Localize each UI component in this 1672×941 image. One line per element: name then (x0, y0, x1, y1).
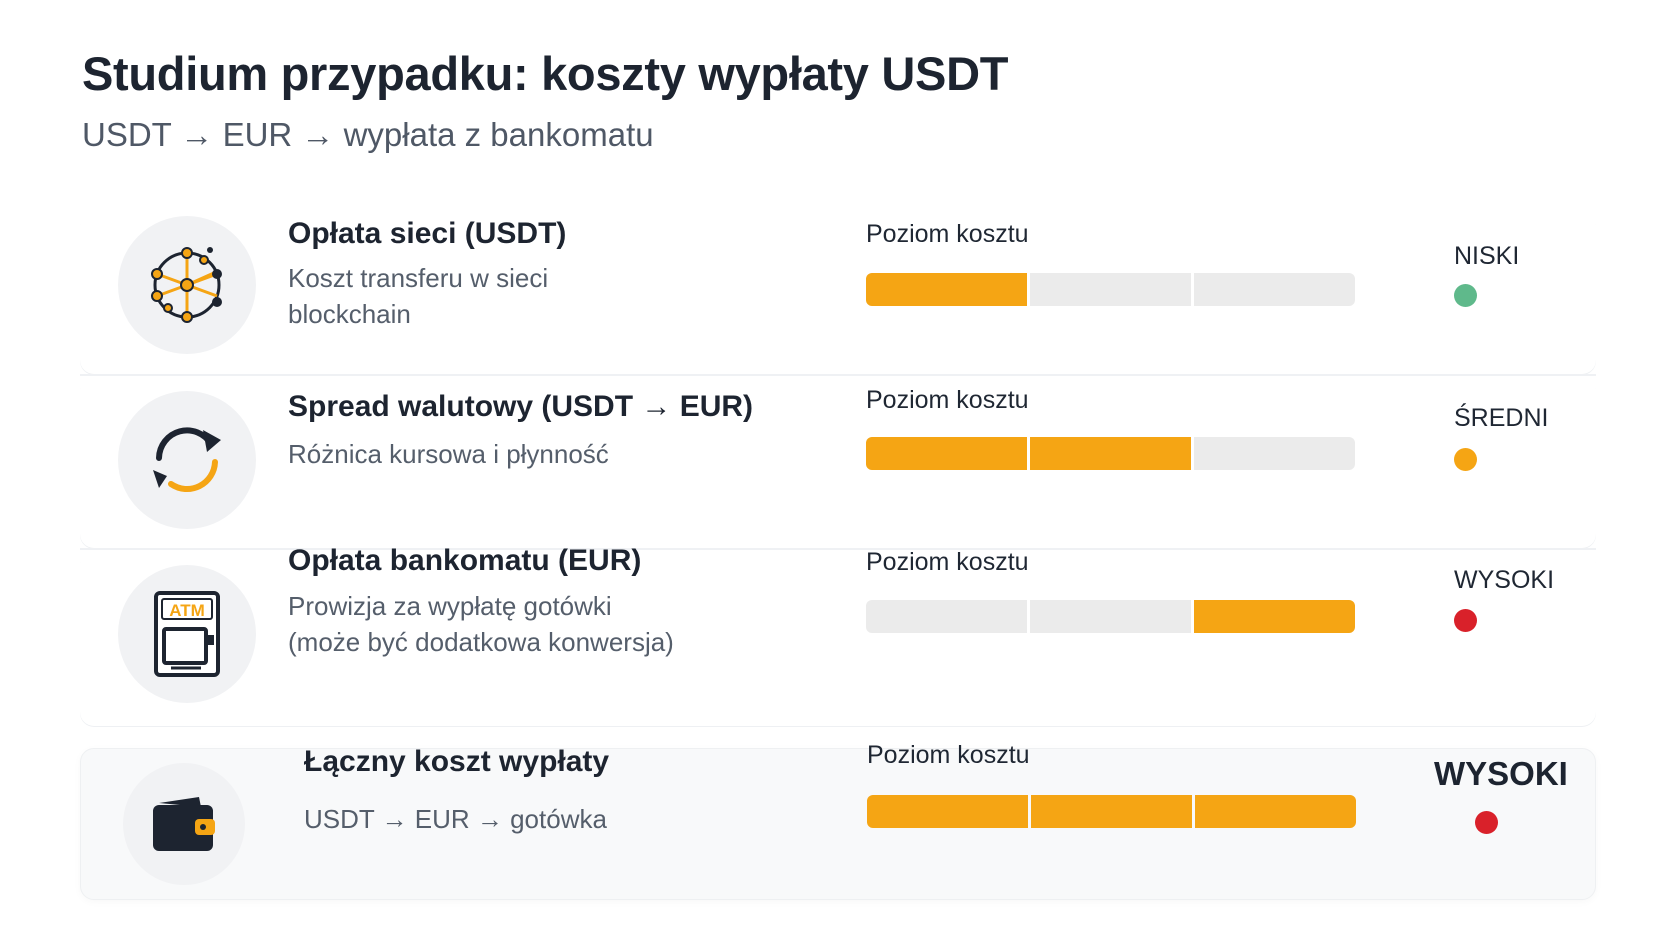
total-description: USDT → EUR → gotówka (304, 804, 607, 834)
atm-icon: ATM (118, 565, 256, 703)
network-icon (118, 216, 256, 354)
cost-level-segment (1030, 600, 1191, 633)
cost-level-segment (1194, 600, 1355, 633)
exchange-arrows-icon (118, 391, 256, 529)
cost-level-segment (867, 795, 1028, 828)
row-description: Prowizja za wypłatę gotówki (może być do… (288, 588, 674, 660)
page-subtitle: USDT → EUR → wypłata z bankomatu (82, 116, 654, 153)
cost-level-segment (866, 600, 1027, 633)
row-description-line: (może być dodatkowa konwersja) (288, 627, 674, 657)
wallet-icon (123, 763, 245, 885)
cost-level-label: Poziom kosztu (866, 220, 1029, 248)
page-title: Studium przypadku: koszty wypłaty USDT (82, 47, 1009, 100)
row-description-line: Różnica kursowa i płynność (288, 439, 609, 469)
cost-level-segment (1194, 273, 1355, 306)
cost-level-label: Poziom kosztu (866, 386, 1029, 414)
total-cost-level-text: WYSOKI (1434, 755, 1568, 792)
row-description: Koszt transferu w sieci blockchain (288, 260, 548, 332)
cost-level-segment (1030, 273, 1191, 306)
divider (80, 548, 1596, 550)
row-description-line: blockchain (288, 299, 411, 329)
cost-level-text: WYSOKI (1454, 566, 1555, 594)
cost-level-label: Poziom kosztu (866, 548, 1029, 576)
row-description-line: Prowizja za wypłatę gotówki (288, 591, 612, 621)
total-cost-summary: Łączny koszt wypłaty USDT → EUR → gotówk… (80, 741, 1596, 900)
cost-level-bar (867, 795, 1356, 828)
cost-level-segment (1031, 795, 1192, 828)
cost-row-network-fee: Opłata sieci (USDT) Koszt transferu w si… (80, 212, 1596, 374)
cost-level-label: Poziom kosztu (867, 741, 1030, 769)
row-description-line: Koszt transferu w sieci (288, 263, 549, 293)
row-description: Różnica kursowa i płynność (288, 436, 609, 472)
status-dot (1454, 609, 1477, 632)
status-dot (1454, 448, 1477, 471)
status-dot (1475, 811, 1498, 834)
cost-level-bar (866, 600, 1355, 633)
cost-level-segment (1030, 437, 1191, 470)
row-title: Spread walutowy (USDT → EUR) (288, 390, 754, 423)
atm-icon-label: ATM (169, 601, 205, 620)
cost-level-bar (866, 273, 1355, 306)
cost-row-exchange-spread: Spread walutowy (USDT → EUR) Różnica kur… (80, 376, 1596, 548)
total-title: Łączny koszt wypłaty (304, 745, 610, 778)
divider (80, 374, 1596, 376)
cost-row-atm-fee: ATM Opłata bankomatu (EUR) Prowizja za w… (80, 544, 1596, 726)
cost-level-segment (1194, 437, 1355, 470)
cost-level-segment (866, 437, 1027, 470)
cost-level-segment (1195, 795, 1356, 828)
status-dot (1454, 284, 1477, 307)
cost-level-bar (866, 437, 1355, 470)
row-title: Opłata sieci (USDT) (288, 217, 567, 250)
row-title: Opłata bankomatu (EUR) (288, 544, 642, 577)
cost-level-segment (866, 273, 1027, 306)
cost-level-text: NISKI (1454, 242, 1520, 270)
cost-level-text: ŚREDNI (1454, 404, 1549, 432)
